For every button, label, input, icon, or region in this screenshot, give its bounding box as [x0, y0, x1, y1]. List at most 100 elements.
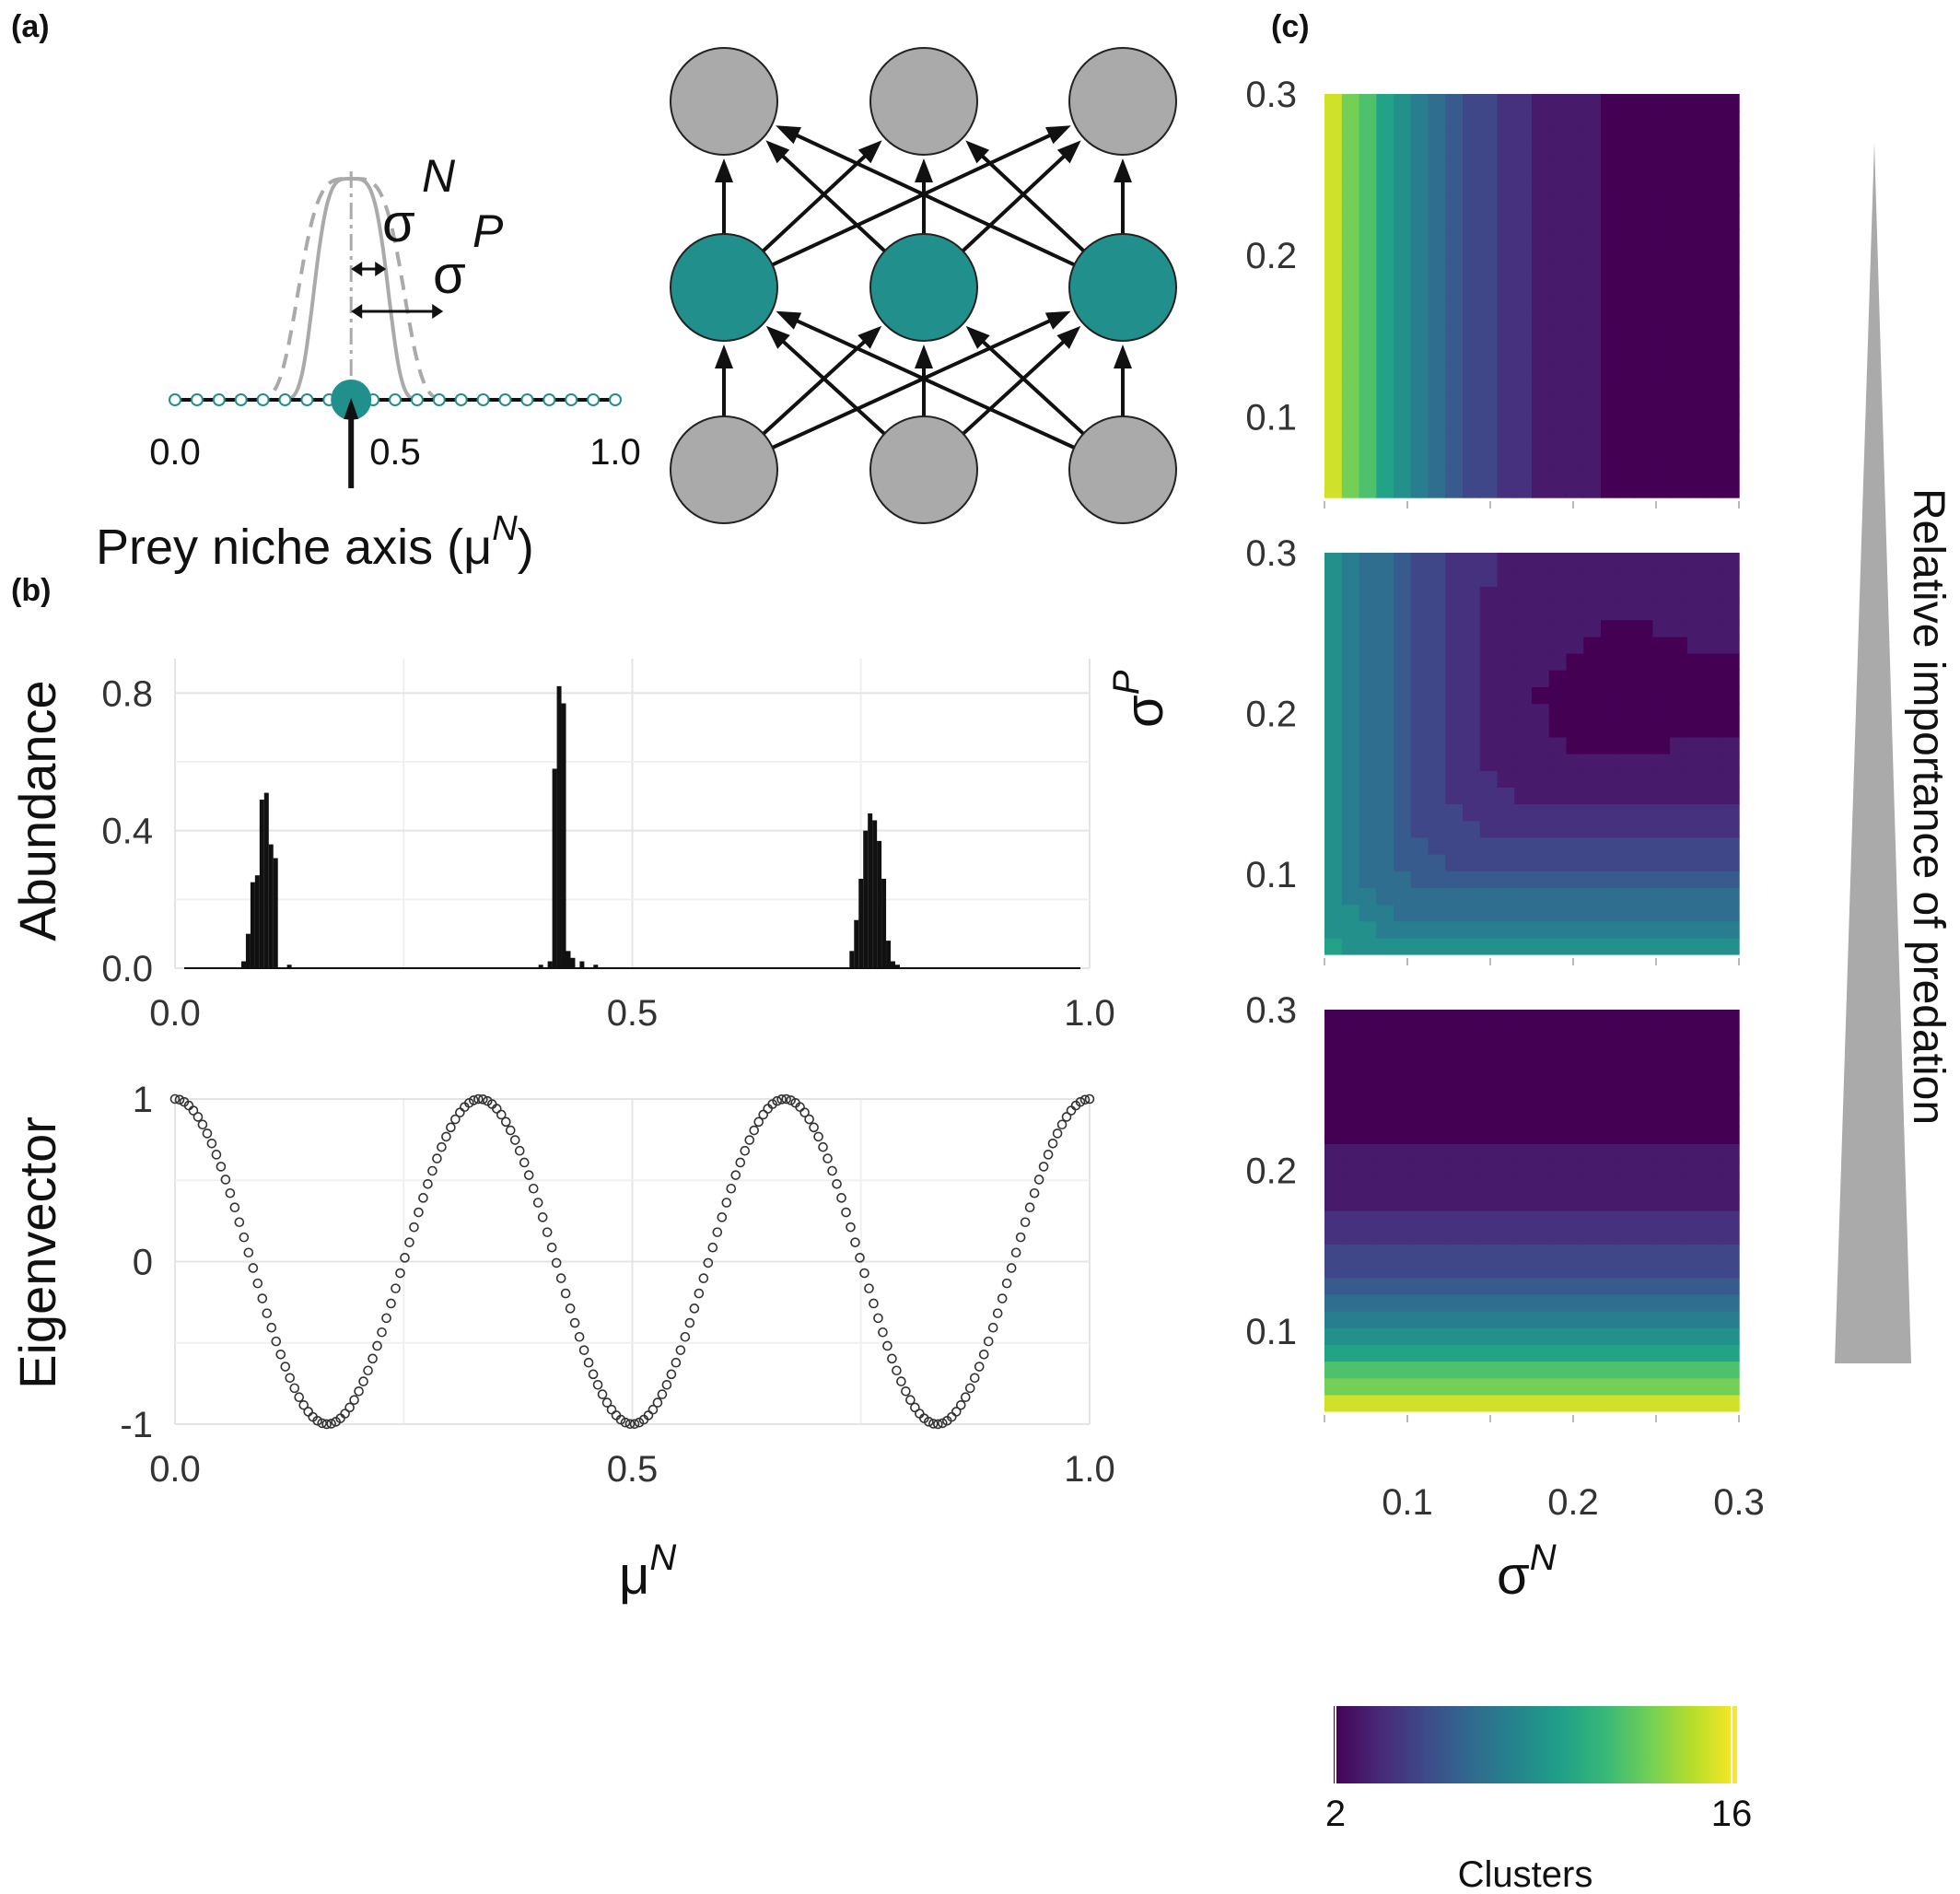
heatmap-cell: [1686, 1361, 1706, 1379]
heatmap-cell: [1566, 111, 1584, 129]
eigenvector-point: [188, 1105, 199, 1116]
heatmap-cell: [1463, 396, 1481, 415]
heatmap-cell: [1376, 1361, 1394, 1379]
heatmap-cell: [1686, 836, 1706, 855]
eigenvector-chart: 0.0 0.5 1.0-101: [120, 1080, 1114, 1490]
heatmap-cell: [1463, 228, 1481, 246]
heatmap-cell: [1704, 480, 1722, 498]
heatmap-cell: [1341, 211, 1360, 229]
niche-axis-title-main: Prey niche axis (μ: [96, 520, 492, 575]
heatmap-cell: [1686, 1076, 1706, 1094]
heatmap-cell: [1635, 1193, 1653, 1211]
eigenvector-point: [652, 1397, 663, 1408]
heatmap-cell: [1532, 329, 1550, 347]
heatmap-cell: [1394, 569, 1412, 587]
heatmap-cell: [1428, 161, 1446, 179]
heatmap-cell: [1394, 480, 1412, 498]
heatmap-cell: [1566, 719, 1584, 738]
heatmap-cell: [1583, 430, 1602, 448]
heatmap-cell: [1341, 1026, 1360, 1044]
heatmap-cell: [1324, 211, 1343, 229]
heatmap-cell: [1652, 1260, 1671, 1279]
heatmap-cell: [1617, 904, 1637, 922]
heatmap-cell: [1463, 887, 1481, 906]
heatmap-cell: [1635, 1010, 1653, 1027]
heatmap-cell: [1548, 871, 1568, 888]
heatmap-cell: [1617, 1244, 1637, 1262]
heatmap-cell: [1721, 413, 1740, 431]
predator-top-arrow-head: [776, 125, 801, 145]
heatmap-cell: [1394, 1311, 1412, 1328]
heatmap-cell: [1394, 836, 1412, 855]
niche-grid-point: [609, 393, 622, 406]
heatmap-cell: [1532, 670, 1550, 687]
heatmap-cell: [1410, 803, 1429, 822]
heatmap-cell: [1324, 736, 1343, 754]
heatmap-cell: [1445, 413, 1464, 431]
heatmap-cell: [1583, 1344, 1602, 1362]
heatmap-cell: [1376, 703, 1394, 721]
heatmap-cell: [1635, 1361, 1653, 1379]
heatmap-cell: [1463, 1277, 1481, 1295]
heatmap-cell: [1514, 1093, 1533, 1111]
heatmap-cell: [1721, 430, 1740, 448]
heatmap-cell: [1566, 178, 1584, 196]
heatmap-cell: [1514, 111, 1533, 129]
heatmap-cell: [1670, 413, 1688, 431]
heatmap-cell: [1463, 619, 1481, 637]
heatmap-cell: [1376, 803, 1394, 822]
heatmap-cell: [1566, 363, 1584, 380]
heatmap-cell: [1341, 296, 1360, 313]
heatmap-cell: [1686, 553, 1706, 570]
heatmap-cell: [1376, 1093, 1394, 1111]
heatmap-cell: [1652, 463, 1671, 482]
heatmap-cell: [1324, 1210, 1343, 1228]
heatmap-y-label: σP: [1106, 670, 1174, 728]
predator-top-edge: [762, 150, 871, 252]
heatmap-cell: [1601, 178, 1619, 196]
heatmap-cell: [1445, 1210, 1464, 1228]
heatmap-cell: [1670, 787, 1688, 805]
heatmap-cell: [1601, 1344, 1619, 1362]
heatmap-cell: [1601, 413, 1619, 431]
heatmap-cell: [1566, 1344, 1584, 1362]
heatmap-cell: [1428, 586, 1446, 604]
heatmap-cell: [1548, 1193, 1568, 1211]
heatmap-cell: [1583, 262, 1602, 280]
heatmap-cell: [1394, 312, 1412, 331]
heatmap-cell: [1514, 312, 1533, 331]
heatmap-cell: [1394, 1394, 1412, 1412]
heatmap-cell: [1376, 1143, 1394, 1162]
niche-grid-point: [300, 393, 314, 406]
heatmap-cell: [1670, 719, 1688, 738]
heatmap-x-label-main: σ: [1497, 1546, 1530, 1606]
eigenvector-point: [850, 1237, 860, 1247]
heatmap-cell: [1704, 703, 1722, 721]
niche-grid-point: [432, 393, 446, 406]
heatmap-cell: [1479, 937, 1499, 955]
heatmap-cell: [1601, 1293, 1619, 1312]
heatmap-cell: [1670, 586, 1688, 604]
heatmap-cell: [1410, 1043, 1429, 1061]
heatmap-cell: [1548, 1110, 1568, 1128]
heatmap-cell: [1721, 178, 1740, 196]
heatmap-cell: [1548, 127, 1568, 146]
heatmap-cell: [1324, 1010, 1343, 1027]
heatmap-cell: [1479, 820, 1499, 838]
heatmap-cell: [1445, 228, 1464, 246]
heatmap-cell: [1583, 1361, 1602, 1379]
heatmap-cell: [1514, 94, 1533, 111]
heatmap-cell: [1445, 111, 1464, 129]
heatmap-cell: [1341, 569, 1360, 587]
predator-top-arrow-head: [858, 140, 882, 164]
heatmap-cell: [1617, 296, 1637, 313]
heatmap-cell: [1445, 937, 1464, 955]
abundance-bar: [894, 965, 900, 968]
heatmap-cell: [1601, 1026, 1619, 1044]
heatmap-cell: [1428, 1076, 1446, 1094]
heatmap-cell: [1497, 396, 1515, 415]
heatmap-cell: [1428, 653, 1446, 671]
heatmap-cell: [1721, 1361, 1740, 1379]
eigenvector-point: [730, 1170, 741, 1180]
heatmap-cell: [1359, 553, 1377, 570]
